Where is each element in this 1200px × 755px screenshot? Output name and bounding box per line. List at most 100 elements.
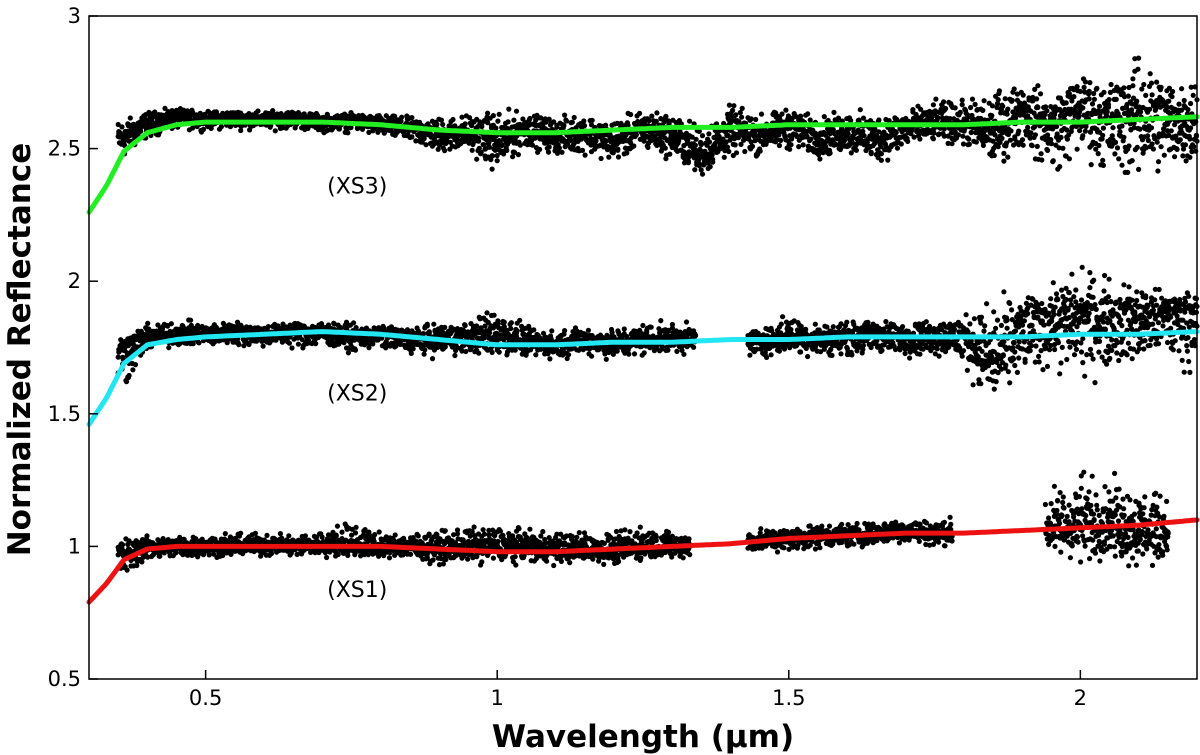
data-point [514,328,520,334]
data-point [493,125,499,131]
data-point [952,105,958,111]
data-point [999,135,1005,141]
data-point [1148,125,1155,131]
data-point [236,342,242,348]
data-point [1154,139,1160,145]
data-point [279,125,285,131]
data-point [779,111,785,117]
data-point [511,117,517,123]
data-point [732,142,738,148]
data-point [778,137,784,143]
data-point [562,112,568,118]
data-point [352,347,359,353]
data-point [579,147,586,153]
data-point [1044,108,1050,114]
data-point [421,351,427,357]
data-point [1147,71,1153,77]
data-point [1150,146,1156,152]
data-point [1145,133,1151,139]
data-point [422,347,428,353]
data-point [1053,123,1060,130]
data-point [676,138,682,144]
data-point [115,121,121,128]
data-point [549,328,555,334]
data-point [1032,132,1038,138]
data-point [930,102,937,108]
data-point [808,136,814,142]
data-point [973,139,980,145]
data-point [1149,141,1155,147]
data-point [496,111,502,117]
data-point [1168,128,1174,134]
data-point [1166,98,1172,104]
data-point [571,114,577,121]
data-point [748,116,754,122]
data-point [1009,97,1015,103]
data-point [1121,134,1127,140]
data-point [200,126,207,132]
data-point [726,102,733,108]
data-point [1034,143,1040,149]
data-point [757,148,763,154]
data-point [1045,147,1051,153]
data-point [615,154,622,160]
data-point [687,118,693,124]
data-point [598,155,604,162]
data-point [1100,157,1106,163]
data-point [1114,145,1121,151]
data-point [968,104,974,111]
data-point [338,325,344,331]
data-point [1004,111,1010,117]
data-point [1191,144,1197,150]
data-point [783,107,789,113]
data-point [489,166,495,172]
data-point [989,103,996,109]
data-point [423,142,429,148]
data-point [861,133,867,139]
data-point [295,341,301,347]
data-point [821,114,827,120]
data-point [506,106,512,112]
data-point [562,328,568,334]
data-point [1077,109,1083,115]
data-point [424,321,430,327]
data-point [434,121,440,127]
data-point [699,171,706,177]
data-point [1108,81,1114,88]
data-point [546,144,552,150]
data-point [710,156,716,163]
data-point [845,131,851,137]
data-point [1112,139,1119,145]
data-point [969,96,976,102]
data-point [450,116,456,123]
data-point [531,327,537,333]
data-point [345,350,351,356]
data-point [496,349,502,355]
data-point [739,105,745,111]
data-point [491,312,497,318]
data-point [1038,151,1044,157]
data-point [1091,96,1097,102]
data-point [190,125,196,131]
data-point [989,113,995,119]
data-point [289,345,295,351]
data-point [527,115,533,122]
data-point [955,132,962,138]
data-point [667,151,673,157]
data-point [1058,134,1064,140]
data-point [476,350,482,356]
data-point [817,156,823,162]
data-point [980,107,986,113]
data-point [1155,168,1161,174]
data-point [1077,88,1083,94]
data-point [1088,162,1094,168]
data-point [1087,80,1093,86]
data-point [1137,126,1143,132]
data-point [1039,157,1045,163]
data-point [706,131,712,137]
data-point [1119,162,1125,168]
data-point [1095,151,1101,157]
data-point [490,113,496,119]
data-point [730,107,736,113]
data-point [399,114,405,120]
